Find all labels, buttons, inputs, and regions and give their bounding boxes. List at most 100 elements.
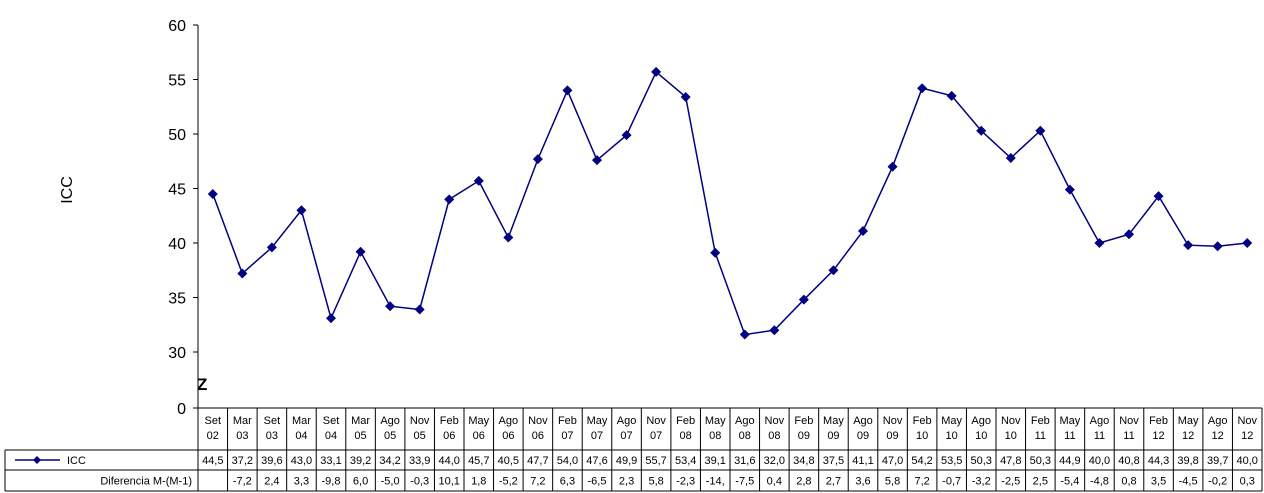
table-cell: 0,8 <box>1121 476 1136 488</box>
table-cell: 3,6 <box>855 476 870 488</box>
legend-key-marker <box>33 456 41 464</box>
table-cell: 54,2 <box>911 455 932 467</box>
table-cell: 39,2 <box>350 455 371 467</box>
x-tick-label-top: Ago <box>1090 415 1110 427</box>
y-axis-label: ICC <box>59 176 76 204</box>
x-tick-label-top: May <box>823 415 844 427</box>
x-tick-label-top: Ago <box>499 415 519 427</box>
table-cell: 47,8 <box>1000 455 1021 467</box>
y-tick-label: 35 <box>168 291 186 308</box>
x-tick-label-bottom: 07 <box>591 430 603 442</box>
x-tick-label-top: Ago <box>853 415 873 427</box>
series-layer <box>207 66 1253 340</box>
data-point <box>976 125 987 136</box>
data-point <box>562 85 573 96</box>
table-cell: 49,9 <box>616 455 637 467</box>
x-tick-label-bottom: 12 <box>1241 430 1253 442</box>
data-point <box>1212 241 1223 252</box>
x-tick-label-top: Ago <box>380 415 400 427</box>
x-tick-label-bottom: 05 <box>384 430 396 442</box>
x-tick-label-top: Feb <box>676 415 695 427</box>
table-cell: -6,5 <box>588 476 607 488</box>
table-cell: 37,2 <box>232 455 253 467</box>
table-cell: 33,1 <box>320 455 341 467</box>
table-cell: -4,5 <box>1179 476 1198 488</box>
data-table: Set 02 Mar 03 Set 03 Mar 04 Set 04 Mar 05 Ago 05 Nov 05… <box>4 407 1263 492</box>
table-cell: 45,7 <box>468 455 489 467</box>
table-cell: 34,8 <box>793 455 814 467</box>
x-tick-label-top: Set <box>264 415 281 427</box>
table-cell: -5,4 <box>1060 476 1079 488</box>
y-tick-label: 45 <box>168 182 186 199</box>
data-point <box>266 242 277 253</box>
x-tick-label-top: Ago <box>971 415 991 427</box>
x-tick-label-top: May <box>587 415 608 427</box>
y-tick-label: 0 <box>177 401 186 418</box>
table-cell: 41,1 <box>852 455 873 467</box>
x-tick-label-bottom: 10 <box>946 430 958 442</box>
table-cell: 40,5 <box>498 455 519 467</box>
x-tick-label-top: Nov <box>883 415 903 427</box>
table-cell: 40,0 <box>1237 455 1258 467</box>
data-point <box>532 154 543 165</box>
data-point <box>355 246 366 257</box>
data-point <box>710 247 721 258</box>
table-cell: 3,3 <box>294 476 309 488</box>
x-tick-label-top: Ago <box>1208 415 1228 427</box>
y-tick-label: 50 <box>168 127 186 144</box>
table-cell: -2,3 <box>676 476 695 488</box>
data-point <box>1124 229 1134 240</box>
x-tick-label-bottom: 03 <box>236 430 248 442</box>
x-tick-label-top: Feb <box>794 415 813 427</box>
y-tick-label: 40 <box>168 236 186 253</box>
table-cell: 53,5 <box>941 455 962 467</box>
table-cell: 47,6 <box>586 455 607 467</box>
table-cell: 39,1 <box>705 455 726 467</box>
table-cell: 44,0 <box>439 455 460 467</box>
data-point <box>207 188 218 199</box>
x-tick-label-bottom: 04 <box>295 430 307 442</box>
data-point <box>473 175 484 186</box>
x-tick-label-top: Set <box>323 415 340 427</box>
x-tick-label-bottom: 11 <box>1123 430 1134 442</box>
x-tick-label-top: Ago <box>735 415 755 427</box>
table-row-label: ICC <box>67 455 86 467</box>
x-tick-label-top: Nov <box>410 415 430 427</box>
table-cell: 34,2 <box>379 455 400 467</box>
table-cell: -0,3 <box>410 476 429 488</box>
table-cell: 39,8 <box>1177 455 1198 467</box>
table-cell: 2,7 <box>826 476 841 488</box>
x-tick-label-top: Nov <box>1001 415 1021 427</box>
x-tick-label-top: Feb <box>1149 415 1168 427</box>
data-point <box>769 325 780 336</box>
table-cell: 5,8 <box>648 476 663 488</box>
table-cell: 1,8 <box>471 476 486 488</box>
table-cell: 6,3 <box>560 476 575 488</box>
data-point <box>1035 125 1046 136</box>
x-tick-label-bottom: 10 <box>975 430 987 442</box>
table-cell: -0,2 <box>1208 476 1227 488</box>
data-point <box>385 301 396 312</box>
table-cell: 6,0 <box>353 476 368 488</box>
x-tick-label-bottom: 08 <box>768 430 780 442</box>
data-point <box>1064 184 1075 195</box>
x-tick-label-top: Nov <box>646 415 666 427</box>
y-tick-label: 30 <box>168 345 186 362</box>
y-tick-label: 55 <box>168 73 186 90</box>
x-tick-label-bottom: 09 <box>886 430 898 442</box>
x-tick-label-top: Mar <box>292 415 311 427</box>
x-tick-label-top: Feb <box>913 415 932 427</box>
x-tick-label-bottom: 08 <box>709 430 721 442</box>
table-cell: 39,6 <box>261 455 282 467</box>
table-cell: 7,2 <box>530 476 545 488</box>
x-tick-label-bottom: 10 <box>1005 430 1017 442</box>
x-tick-label-top: May <box>1059 415 1080 427</box>
x-tick-label-top: Mar <box>351 415 370 427</box>
x-tick-label-top: Nov <box>528 415 548 427</box>
table-cell: 37,5 <box>823 455 844 467</box>
table-cell: -7,5 <box>735 476 754 488</box>
table-cell: -5,0 <box>381 476 400 488</box>
axis-break-marker: Z <box>197 375 207 394</box>
table-cell: 2,3 <box>619 476 634 488</box>
table-cell: 40,8 <box>1118 455 1139 467</box>
